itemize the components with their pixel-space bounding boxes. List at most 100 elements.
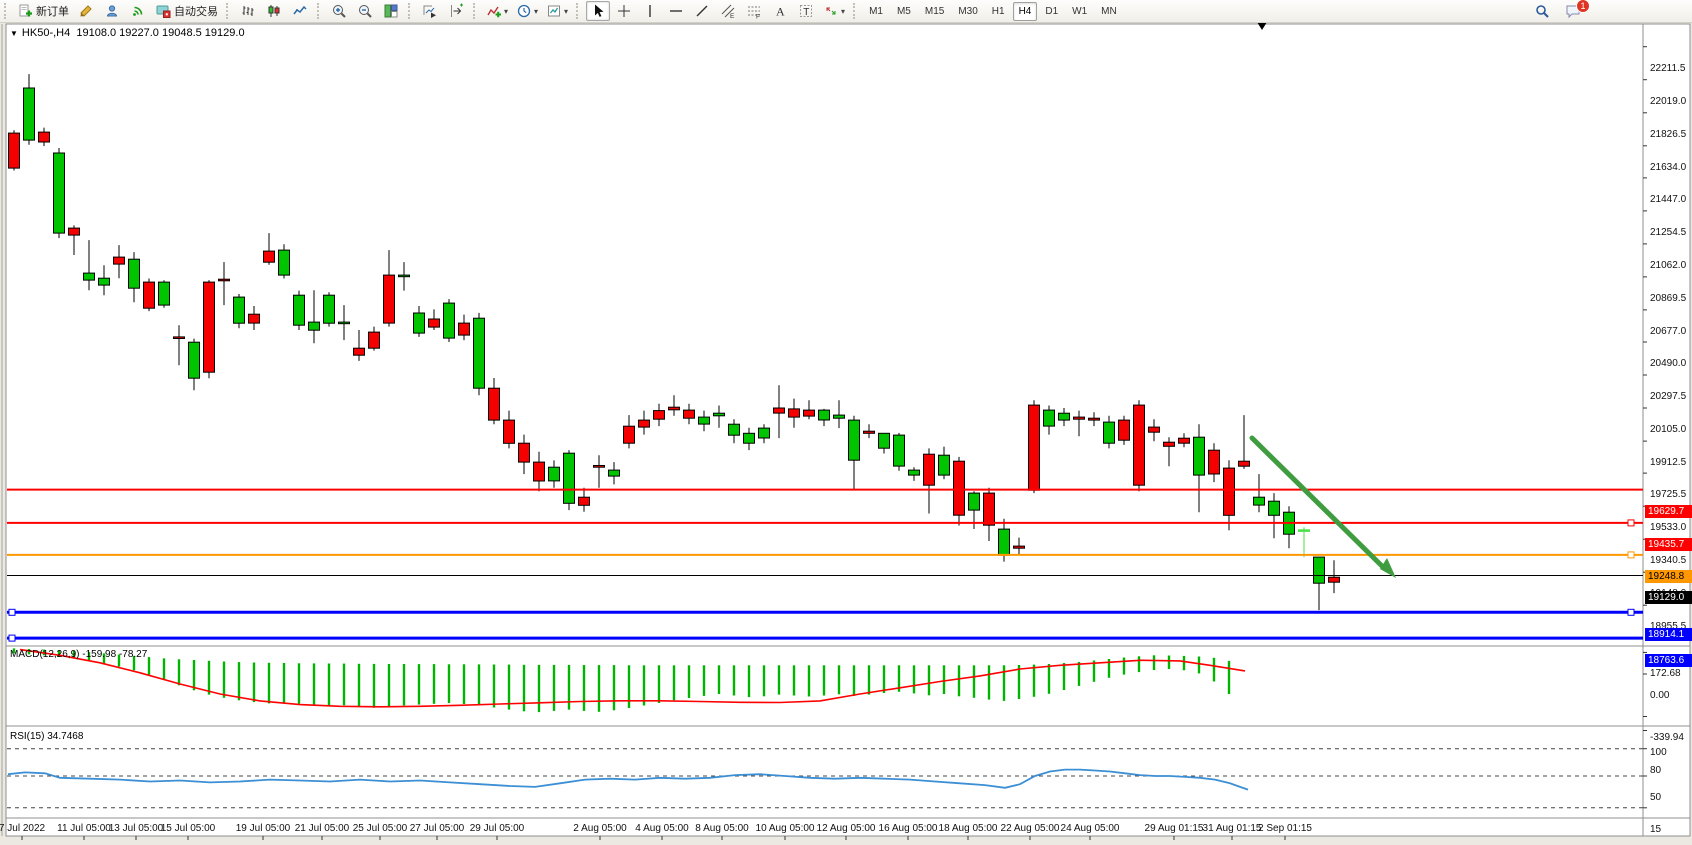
price-tick-label: 21447.0 (1650, 194, 1687, 205)
rsi-tick-label: 80 (1650, 765, 1662, 776)
price-tick-label: 21634.0 (1650, 162, 1687, 173)
support-line-blue-2-handle[interactable] (8, 634, 16, 642)
fibonacci-button[interactable]: F (742, 1, 766, 21)
candle (863, 424, 875, 439)
candle (1253, 474, 1265, 513)
svg-text:E: E (730, 13, 735, 19)
main-toolbar: 新订单 自动交易 ▾ ▾ ▾ E F A T ▾ M1 M5 M15 M30 H1 H4 D1 W1 MN 1 (0, 0, 1692, 23)
community-button[interactable] (100, 1, 124, 21)
timeframe-w1-button[interactable]: W1 (1072, 5, 1088, 17)
line-chart-button[interactable] (288, 1, 312, 21)
indicators-button[interactable]: ▾ (483, 1, 511, 21)
dropdown-caret-icon[interactable]: ▾ (564, 6, 569, 16)
signals-icon (133, 6, 143, 16)
candle (488, 378, 500, 425)
toolbar-group-handle[interactable] (853, 3, 860, 19)
crosshair-button[interactable] (612, 1, 636, 21)
macd-tick-label: -339.94 (1650, 732, 1684, 743)
timeframe-d1-button[interactable]: D1 (1045, 5, 1059, 17)
templates-button[interactable]: ▾ (543, 1, 571, 21)
toolbar-group-handle[interactable] (317, 3, 324, 19)
support-line-blue-1-handle[interactable] (1627, 608, 1635, 616)
symbol-selector[interactable]: ▼ HK50-,H4 19108.0 19227.0 19048.5 19129.… (10, 27, 245, 39)
shapes-button[interactable]: ▾ (820, 1, 848, 21)
zoom-in-button[interactable] (327, 1, 351, 21)
candle (638, 410, 650, 435)
timeframe-m5-button[interactable]: M5 (896, 5, 911, 17)
resistance-line-2-handle[interactable] (1627, 519, 1635, 527)
timeframe-m1-button[interactable]: M1 (869, 5, 883, 17)
toolbar-group-handle[interactable] (473, 3, 480, 19)
candle (1208, 443, 1220, 483)
time-tick-label: 2 Aug 05:00 (573, 823, 627, 834)
toolbar-group-handle[interactable] (226, 3, 233, 19)
price-tick-label: 21254.5 (1650, 227, 1687, 238)
vertical-line-button[interactable] (638, 1, 662, 21)
support-line-orange-handle[interactable] (1627, 551, 1635, 559)
timeframe-h1-button[interactable]: H1 (991, 5, 1005, 17)
toolbar-group-handle[interactable] (408, 3, 415, 19)
chat-button[interactable]: 1 (1561, 0, 1590, 21)
time-tick-label: 10 Aug 05:00 (755, 823, 815, 834)
candle (593, 455, 605, 488)
chart-window[interactable]: ▼ HK50-,H4 19108.0 19227.0 19048.5 19129.… (0, 22, 1692, 845)
toolbar-group-handle[interactable] (576, 3, 583, 19)
template-icon (548, 5, 561, 17)
candle (1088, 412, 1100, 427)
channel-button[interactable]: E (716, 1, 740, 21)
text-button[interactable]: A (768, 1, 792, 21)
chart-shift-marker[interactable] (1257, 22, 1267, 30)
search-button[interactable] (1530, 1, 1554, 21)
candle (668, 395, 680, 416)
timeframe-h4-button[interactable]: H4 (1012, 1, 1038, 21)
new-order-button[interactable]: 新订单 (14, 1, 72, 21)
candle (188, 338, 200, 391)
candle (773, 385, 785, 439)
macd-tick-label: 172.68 (1650, 668, 1681, 679)
text-a-icon: A (776, 5, 785, 19)
styler-button[interactable] (74, 1, 98, 21)
trendline-button[interactable] (690, 1, 714, 21)
candle (53, 148, 65, 239)
candle (878, 432, 890, 454)
symbol-ohlc-values: 19108.0 19227.0 19048.5 19129.0 (76, 27, 245, 39)
dropdown-caret-icon[interactable]: ▾ (504, 6, 509, 16)
down-trend-arrow[interactable] (1249, 435, 1396, 578)
timeframe-m30-button[interactable]: M30 (958, 5, 978, 17)
chart-canvas[interactable] (0, 22, 1692, 845)
price-tick-label: 19912.5 (1650, 457, 1687, 468)
horizontal-line-button[interactable] (664, 1, 688, 21)
price-tick-label: 19340.5 (1650, 555, 1687, 566)
dropdown-caret-icon[interactable]: ▾ (534, 6, 539, 16)
zoom-in-icon (333, 5, 346, 18)
time-tick-label: 19 Jul 05:00 (235, 823, 291, 834)
tile-windows-button[interactable] (379, 1, 403, 21)
indicators-icon (487, 6, 501, 18)
toolbar-group-handle[interactable] (4, 3, 11, 19)
timeframe-m15-button[interactable]: M15 (924, 5, 945, 17)
candle (1328, 560, 1340, 594)
signals-button[interactable] (126, 1, 150, 21)
zoom-out-icon (359, 5, 372, 18)
candle (758, 424, 770, 444)
candle (338, 305, 350, 341)
label-button[interactable]: T (794, 1, 818, 21)
autotrading-button[interactable]: 自动交易 (152, 1, 221, 21)
macd-signal-line (19, 648, 1246, 708)
candle (1268, 493, 1280, 539)
symbol-dropdown-icon[interactable]: ▼ (10, 29, 18, 38)
zoom-out-button[interactable] (353, 1, 377, 21)
time-tick-label: 31 Aug 01:15 (1202, 823, 1262, 834)
timeframe-mn-button[interactable]: MN (1101, 5, 1117, 17)
time-tick-label: 24 Aug 05:00 (1060, 823, 1120, 834)
support-line-blue-1-handle[interactable] (8, 608, 16, 616)
candlestick-chart-button[interactable] (262, 1, 286, 21)
dropdown-caret-icon[interactable]: ▾ (841, 6, 846, 16)
auto-scroll-button[interactable] (418, 1, 442, 21)
resistance-line-2-price-badge: 19435.7 (1645, 538, 1692, 551)
cursor-button[interactable] (586, 1, 611, 21)
chart-shift-button[interactable] (444, 1, 468, 21)
bar-chart-button[interactable] (236, 1, 260, 21)
periods-button[interactable]: ▾ (513, 1, 541, 21)
